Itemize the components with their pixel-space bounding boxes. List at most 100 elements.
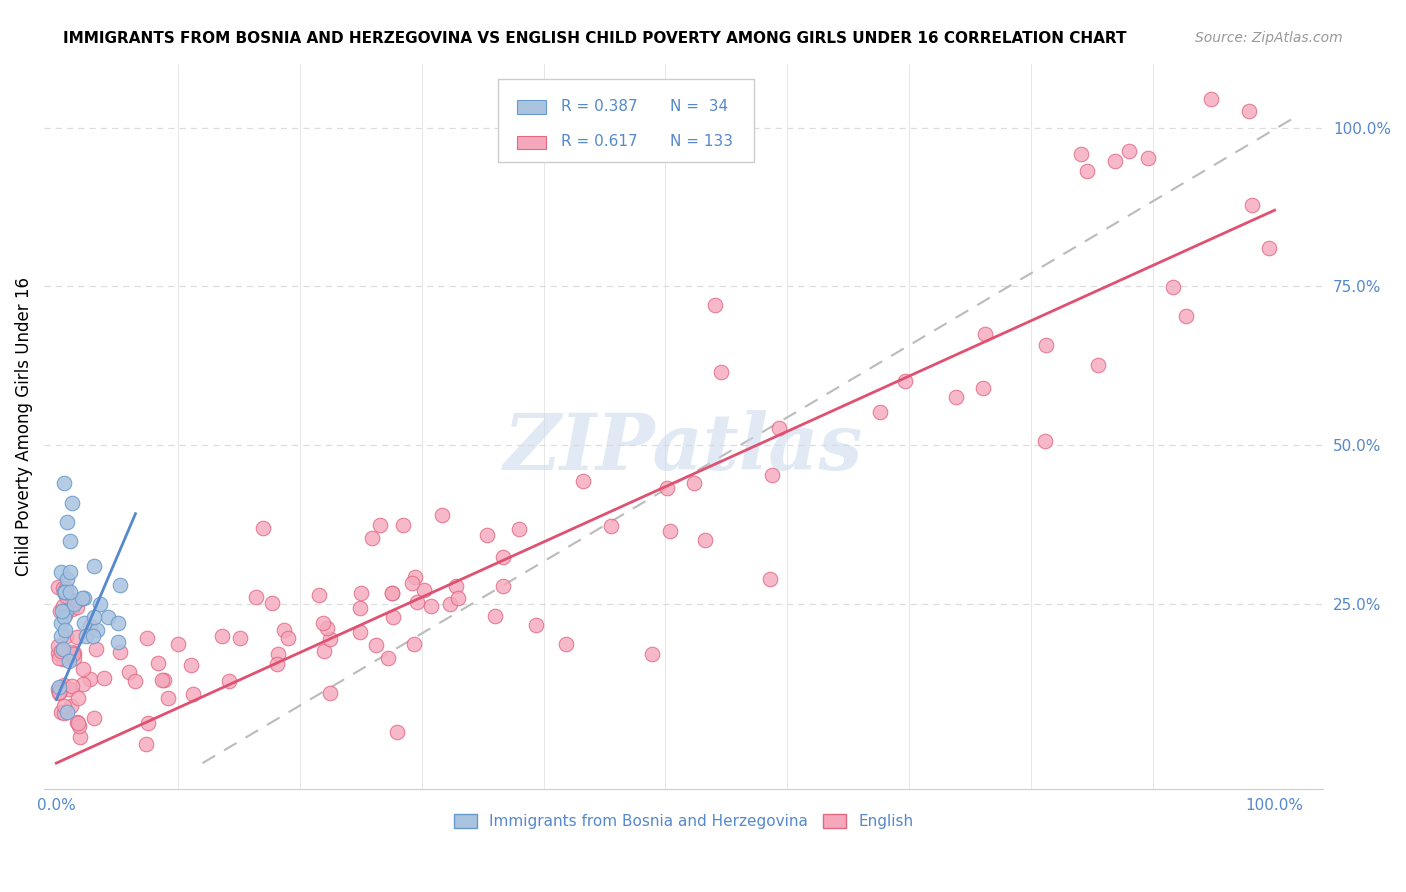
Point — [377, 650, 399, 665]
Point — [51, 616, 73, 631]
Point — [1076, 164, 1098, 178]
Point — [72, 676, 94, 690]
Point — [82, 629, 104, 643]
Point — [312, 616, 335, 631]
Point — [758, 572, 780, 586]
Point — [75, 629, 97, 643]
Point — [53, 699, 76, 714]
Point — [508, 522, 530, 536]
Point — [60, 698, 83, 713]
Point — [1237, 103, 1260, 118]
Point — [150, 673, 173, 687]
Point — [83, 711, 105, 725]
Point — [153, 673, 176, 687]
Point — [385, 724, 408, 739]
Point — [52, 678, 75, 692]
Point — [381, 586, 404, 600]
Point — [55, 629, 77, 643]
Point — [391, 518, 413, 533]
Point — [86, 623, 108, 637]
Point — [600, 519, 623, 533]
Point — [695, 533, 717, 547]
Point — [413, 583, 436, 598]
Point — [62, 647, 84, 661]
Point — [869, 405, 891, 419]
Point — [55, 581, 77, 595]
Point — [60, 495, 83, 509]
Point — [107, 635, 129, 649]
Point — [46, 647, 69, 661]
Point — [273, 623, 295, 637]
Point — [66, 714, 89, 729]
Point — [73, 591, 96, 605]
Point — [52, 581, 75, 595]
Point — [62, 592, 84, 607]
Point — [381, 586, 404, 600]
Point — [945, 390, 967, 404]
Text: Source: ZipAtlas.com: Source: ZipAtlas.com — [1195, 31, 1343, 45]
Point — [316, 621, 339, 635]
Point — [420, 599, 443, 613]
Point — [46, 682, 69, 697]
Point — [1199, 92, 1222, 106]
Point — [84, 642, 107, 657]
Point — [761, 468, 783, 483]
Point — [48, 651, 70, 665]
Point — [53, 706, 76, 720]
Point — [972, 381, 994, 395]
Point — [97, 610, 120, 624]
Y-axis label: Child Poverty Among Girls Under 16: Child Poverty Among Girls Under 16 — [15, 277, 32, 576]
Point — [710, 365, 733, 379]
Point — [404, 570, 426, 584]
Point — [66, 600, 89, 615]
Point — [1136, 151, 1159, 165]
Text: R = 0.617: R = 0.617 — [561, 134, 637, 149]
Point — [72, 662, 94, 676]
Point — [492, 550, 515, 565]
Point — [52, 641, 75, 656]
Point — [146, 657, 169, 671]
Point — [107, 616, 129, 631]
Point — [406, 594, 429, 608]
Point — [262, 596, 284, 610]
Point — [267, 647, 290, 661]
Point — [166, 637, 188, 651]
Point — [156, 690, 179, 705]
Text: N =  34: N = 34 — [669, 98, 728, 113]
Point — [48, 686, 70, 700]
Point — [52, 599, 75, 613]
Text: N = 133: N = 133 — [669, 134, 733, 149]
Point — [349, 600, 371, 615]
Point — [768, 420, 790, 434]
Point — [58, 655, 80, 669]
Point — [229, 631, 252, 645]
Point — [211, 629, 233, 643]
Legend: Immigrants from Bosnia and Herzegovina, English: Immigrants from Bosnia and Herzegovina, … — [447, 808, 920, 835]
Point — [69, 731, 91, 745]
Point — [218, 673, 240, 688]
Point — [1258, 241, 1281, 255]
FancyBboxPatch shape — [498, 78, 754, 161]
Point — [555, 637, 578, 651]
Point — [401, 576, 423, 591]
Point — [53, 584, 76, 599]
Point — [108, 645, 131, 659]
Point — [60, 601, 83, 615]
Point — [381, 610, 404, 624]
Point — [245, 590, 267, 604]
Point — [974, 326, 997, 341]
Point — [83, 559, 105, 574]
Point — [683, 476, 706, 491]
Point — [136, 715, 159, 730]
Point — [60, 679, 83, 693]
Point — [1161, 280, 1184, 294]
Point — [350, 586, 373, 600]
Point — [59, 566, 82, 580]
Point — [1240, 198, 1263, 212]
Point — [484, 608, 506, 623]
Point — [124, 673, 146, 688]
Point — [894, 374, 917, 388]
Point — [55, 706, 77, 720]
Point — [319, 632, 342, 646]
Point — [63, 651, 86, 665]
